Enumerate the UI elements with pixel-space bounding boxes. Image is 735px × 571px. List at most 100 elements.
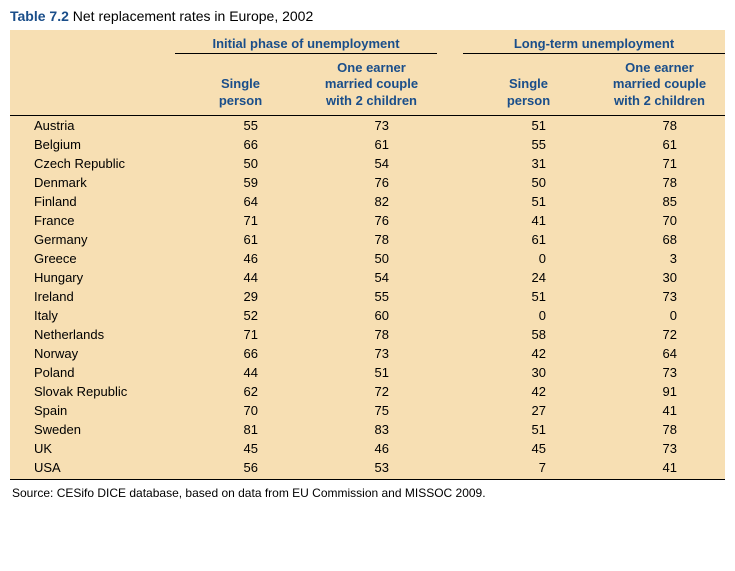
cell-initial-single: 44 (175, 363, 306, 382)
table-row: Sweden81835178 (10, 420, 725, 439)
cell-country: France (10, 211, 175, 230)
cell-country: Czech Republic (10, 154, 175, 173)
cell-initial-single: 45 (175, 439, 306, 458)
table-row: Denmark59765078 (10, 173, 725, 192)
cell-longterm-couple: 78 (594, 420, 725, 439)
cell-longterm-single: 24 (463, 268, 594, 287)
cell-longterm-couple: 72 (594, 325, 725, 344)
cell-initial-couple: 78 (306, 325, 437, 344)
cell-longterm-couple: 61 (594, 135, 725, 154)
cell-country: Netherlands (10, 325, 175, 344)
cell-initial-couple: 46 (306, 439, 437, 458)
cell-country: USA (10, 458, 175, 480)
cell-country: Ireland (10, 287, 175, 306)
cell-initial-single: 59 (175, 173, 306, 192)
cell-longterm-couple: 91 (594, 382, 725, 401)
cell-country: Hungary (10, 268, 175, 287)
col-group-longterm: Long-term unemployment (463, 30, 725, 53)
cell-initial-single: 61 (175, 230, 306, 249)
cell-longterm-couple: 41 (594, 401, 725, 420)
cell-longterm-single: 61 (463, 230, 594, 249)
cell-initial-couple: 75 (306, 401, 437, 420)
cell-initial-couple: 76 (306, 173, 437, 192)
cell-longterm-single: 51 (463, 287, 594, 306)
cell-longterm-single: 42 (463, 344, 594, 363)
table-row: Germany61786168 (10, 230, 725, 249)
cell-longterm-single: 58 (463, 325, 594, 344)
cell-longterm-single: 0 (463, 306, 594, 325)
cell-longterm-couple: 73 (594, 439, 725, 458)
cell-country: UK (10, 439, 175, 458)
cell-longterm-single: 0 (463, 249, 594, 268)
cell-country: Denmark (10, 173, 175, 192)
cell-longterm-couple: 0 (594, 306, 725, 325)
table-row: Spain7075 2741 (10, 401, 725, 420)
cell-initial-single: 55 (175, 115, 306, 135)
table-row: USA5653741 (10, 458, 725, 480)
table-body: Austria55735178Belgium66615561Czech Repu… (10, 115, 725, 479)
cell-initial-single: 46 (175, 249, 306, 268)
cell-country: Sweden (10, 420, 175, 439)
cell-longterm-couple: 68 (594, 230, 725, 249)
cell-initial-couple: 50 (306, 249, 437, 268)
cell-longterm-couple: 85 (594, 192, 725, 211)
cell-longterm-couple: 78 (594, 173, 725, 192)
cell-initial-couple: 76 (306, 211, 437, 230)
cell-initial-single: 81 (175, 420, 306, 439)
table-row: Norway66734264 (10, 344, 725, 363)
cell-country: Norway (10, 344, 175, 363)
table-row: Poland44513073 (10, 363, 725, 382)
cell-initial-single: 50 (175, 154, 306, 173)
cell-initial-couple: 51 (306, 363, 437, 382)
col-group-initial: Initial phase of unemployment (175, 30, 437, 53)
cell-longterm-single: 30 (463, 363, 594, 382)
table-row: Slovak Republic62724291 (10, 382, 725, 401)
cell-longterm-single: 45 (463, 439, 594, 458)
table-row: Belgium66615561 (10, 135, 725, 154)
cell-initial-couple: 72 (306, 382, 437, 401)
cell-country: Slovak Republic (10, 382, 175, 401)
cell-longterm-single: 51 (463, 115, 594, 135)
table-row: Czech Republic50543171 (10, 154, 725, 173)
table-row: Greece465003 (10, 249, 725, 268)
cell-longterm-couple: 41 (594, 458, 725, 480)
cell-initial-couple: 82 (306, 192, 437, 211)
cell-country: Spain (10, 401, 175, 420)
cell-initial-single: 71 (175, 325, 306, 344)
cell-initial-single: 64 (175, 192, 306, 211)
cell-country: Germany (10, 230, 175, 249)
cell-initial-single: 70 (175, 401, 306, 420)
cell-country: Italy (10, 306, 175, 325)
cell-longterm-single: 31 (463, 154, 594, 173)
cell-longterm-couple: 30 (594, 268, 725, 287)
table-row: Ireland29555173 (10, 287, 725, 306)
cell-longterm-single: 41 (463, 211, 594, 230)
cell-longterm-couple: 3 (594, 249, 725, 268)
cell-initial-couple: 61 (306, 135, 437, 154)
cell-initial-couple: 54 (306, 268, 437, 287)
cell-longterm-couple: 73 (594, 287, 725, 306)
hdr-initial-couple: One earner married couple with 2 childre… (306, 58, 437, 115)
cell-longterm-single: 7 (463, 458, 594, 480)
table-row: Austria55735178 (10, 115, 725, 135)
cell-initial-couple: 78 (306, 230, 437, 249)
rule-initial (175, 53, 437, 54)
table-row: Finland64825185 (10, 192, 725, 211)
cell-longterm-couple: 70 (594, 211, 725, 230)
cell-initial-single: 66 (175, 344, 306, 363)
table-number: Table 7.2 (10, 8, 69, 24)
cell-initial-single: 71 (175, 211, 306, 230)
cell-longterm-single: 27 (463, 401, 594, 420)
table-caption: Table 7.2 Net replacement rates in Europ… (10, 8, 725, 24)
table-row: Italy526000 (10, 306, 725, 325)
table-row: UK45464573 (10, 439, 725, 458)
cell-longterm-couple: 64 (594, 344, 725, 363)
cell-initial-couple: 54 (306, 154, 437, 173)
cell-initial-single: 56 (175, 458, 306, 480)
cell-longterm-single: 55 (463, 135, 594, 154)
cell-longterm-single: 42 (463, 382, 594, 401)
hdr-longterm-couple: One earner married couple with 2 childre… (594, 58, 725, 115)
cell-longterm-single: 51 (463, 192, 594, 211)
cell-initial-single: 44 (175, 268, 306, 287)
table-source: Source: CESifo DICE database, based on d… (10, 480, 725, 500)
